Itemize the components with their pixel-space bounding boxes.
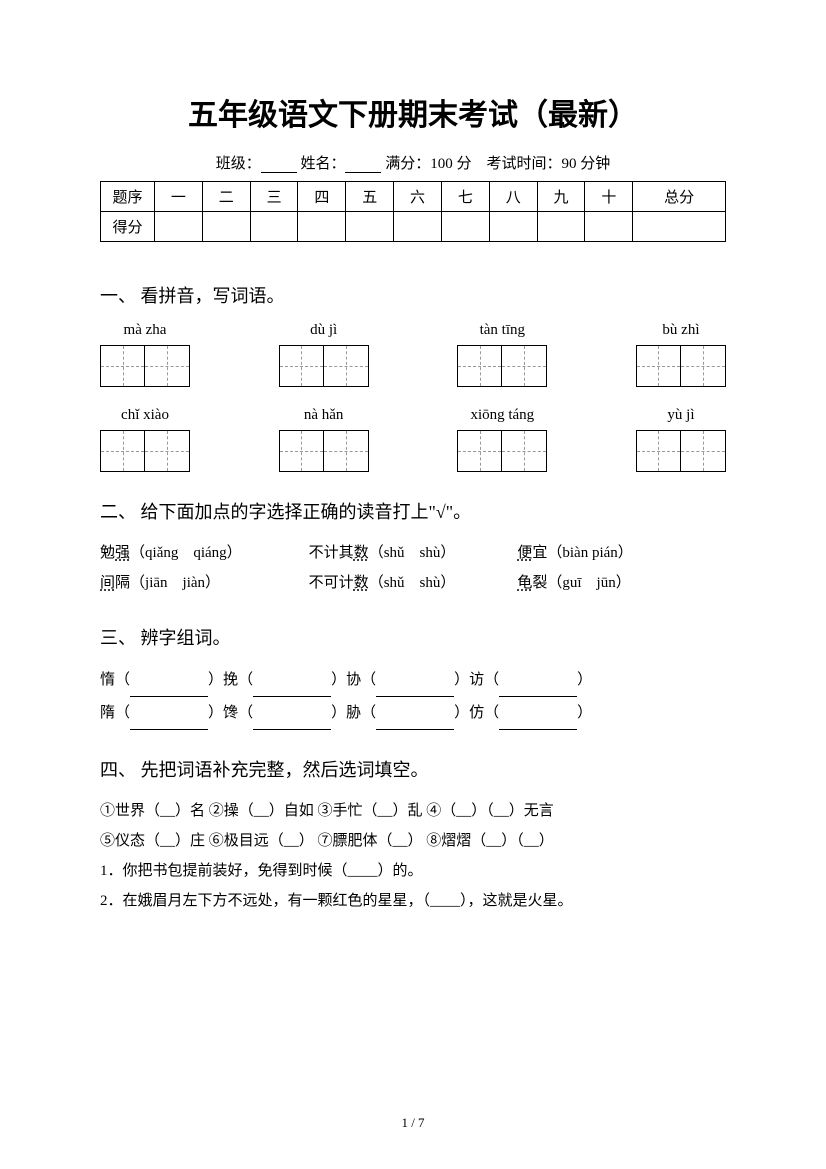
score-cell[interactable] bbox=[298, 212, 346, 242]
pinyin-label: nà hǎn bbox=[304, 407, 344, 424]
char-box[interactable] bbox=[457, 430, 547, 472]
name-label: 姓名： bbox=[300, 156, 345, 172]
score-cell[interactable] bbox=[155, 212, 203, 242]
score-cell[interactable] bbox=[394, 212, 442, 242]
score-cell[interactable] bbox=[489, 212, 537, 242]
th-6: 六 bbox=[394, 182, 442, 212]
section-3-title: 三、 辨字组词。 bbox=[100, 624, 726, 650]
score-cell[interactable] bbox=[585, 212, 633, 242]
section-4-title: 四、 先把词语补充完整，然后选词填空。 bbox=[100, 756, 726, 782]
class-label: 班级： bbox=[216, 156, 261, 172]
score-cell[interactable] bbox=[441, 212, 489, 242]
pinyin-item: xiōng táng bbox=[457, 407, 547, 472]
q2-item: 便宜（biàn pián） bbox=[517, 538, 726, 568]
fullscore-value: 100 分 bbox=[430, 156, 471, 172]
th-9: 九 bbox=[537, 182, 585, 212]
q4-line-1: ①世界（__）名 ②操（__）自如 ③手忙（__）乱 ④（__）（__）无言 bbox=[100, 796, 726, 826]
th-11: 总分 bbox=[633, 182, 726, 212]
name-blank[interactable] bbox=[345, 159, 381, 173]
time-label: 考试时间： bbox=[487, 156, 562, 172]
score-table: 题序 一 二 三 四 五 六 七 八 九 十 总分 得分 bbox=[100, 181, 726, 242]
char-box[interactable] bbox=[279, 430, 369, 472]
pinyin-label: dù jì bbox=[310, 322, 337, 339]
pinyin-item: chǐ xiào bbox=[100, 407, 190, 472]
time-value: 90 分钟 bbox=[562, 156, 611, 172]
th-1: 一 bbox=[155, 182, 203, 212]
pinyin-item: bù zhì bbox=[636, 322, 726, 387]
pinyin-label: chǐ xiào bbox=[121, 407, 169, 424]
fill-blank[interactable] bbox=[499, 683, 577, 697]
fill-blank[interactable] bbox=[130, 683, 208, 697]
th-5: 五 bbox=[346, 182, 394, 212]
row2-label: 得分 bbox=[101, 212, 155, 242]
page-title: 五年级语文下册期末考试（最新） bbox=[100, 90, 726, 134]
th-10: 十 bbox=[585, 182, 633, 212]
fill-blank[interactable] bbox=[130, 716, 208, 730]
pinyin-item: nà hǎn bbox=[279, 407, 369, 472]
th-4: 四 bbox=[298, 182, 346, 212]
q4-q1: 1．你把书包提前装好，免得到时候（____）的。 bbox=[100, 856, 726, 886]
class-blank[interactable] bbox=[261, 159, 297, 173]
q2-item: 不计其数（shǔ shù） bbox=[309, 538, 518, 568]
fill-blank[interactable] bbox=[499, 716, 577, 730]
pinyin-label: tàn tīng bbox=[480, 322, 525, 339]
q4-q2: 2．在娥眉月左下方不远处，有一颗红色的星星，（____），这就是火星。 bbox=[100, 886, 726, 916]
q2-item: 间隔（jiān jiàn） bbox=[100, 568, 309, 598]
th-8: 八 bbox=[489, 182, 537, 212]
score-cell[interactable] bbox=[346, 212, 394, 242]
fill-blank[interactable] bbox=[253, 683, 331, 697]
score-cell[interactable] bbox=[633, 212, 726, 242]
th-2: 二 bbox=[202, 182, 250, 212]
char-box[interactable] bbox=[279, 345, 369, 387]
char-box[interactable] bbox=[100, 345, 190, 387]
fill-blank[interactable] bbox=[376, 716, 454, 730]
pinyin-item: mà zha bbox=[100, 322, 190, 387]
pinyin-item: tàn tīng bbox=[457, 322, 547, 387]
fill-blank[interactable] bbox=[253, 716, 331, 730]
char-box[interactable] bbox=[636, 345, 726, 387]
th-0: 题序 bbox=[101, 182, 155, 212]
section-2-title: 二、 给下面加点的字选择正确的读音打上"√"。 bbox=[100, 498, 726, 524]
page-number: 1 / 7 bbox=[0, 1115, 826, 1131]
score-header-row: 题序 一 二 三 四 五 六 七 八 九 十 总分 bbox=[101, 182, 726, 212]
th-7: 七 bbox=[441, 182, 489, 212]
q3-line-1: 惰（）挽（）协（）访（） bbox=[100, 664, 726, 697]
fill-blank[interactable] bbox=[376, 683, 454, 697]
fullscore-label: 满分： bbox=[385, 156, 430, 172]
q2-item: 勉强（qiǎng qiáng） bbox=[100, 538, 309, 568]
char-box[interactable] bbox=[636, 430, 726, 472]
pinyin-label: yù jì bbox=[667, 407, 694, 424]
section-1-title: 一、 看拼音，写词语。 bbox=[100, 282, 726, 308]
q2-content: 勉强（qiǎng qiáng） 间隔（jiān jiàn） 不计其数（shǔ s… bbox=[100, 538, 726, 598]
pinyin-row-2: chǐ xiào nà hǎn xiōng táng yù jì bbox=[100, 407, 726, 472]
pinyin-label: bù zhì bbox=[662, 322, 699, 339]
score-value-row: 得分 bbox=[101, 212, 726, 242]
q4-line-2: ⑤仪态（__）庄 ⑥极目远（__） ⑦膘肥体（__） ⑧熠熠（__）（__） bbox=[100, 826, 726, 856]
q2-item: 龟裂（guī jūn） bbox=[517, 568, 726, 598]
pinyin-row-1: mà zha dù jì tàn tīng bù zhì bbox=[100, 322, 726, 387]
exam-info: 班级： 姓名： 满分：100 分 考试时间：90 分钟 bbox=[100, 152, 726, 173]
pinyin-label: xiōng táng bbox=[470, 407, 534, 424]
th-3: 三 bbox=[250, 182, 298, 212]
score-cell[interactable] bbox=[537, 212, 585, 242]
score-cell[interactable] bbox=[202, 212, 250, 242]
q3-line-2: 隋（）馋（）胁（）仿（） bbox=[100, 697, 726, 730]
char-box[interactable] bbox=[457, 345, 547, 387]
pinyin-item: yù jì bbox=[636, 407, 726, 472]
q2-item: 不可计数（shǔ shù） bbox=[309, 568, 518, 598]
char-box[interactable] bbox=[100, 430, 190, 472]
pinyin-label: mà zha bbox=[124, 322, 167, 339]
score-cell[interactable] bbox=[250, 212, 298, 242]
pinyin-item: dù jì bbox=[279, 322, 369, 387]
